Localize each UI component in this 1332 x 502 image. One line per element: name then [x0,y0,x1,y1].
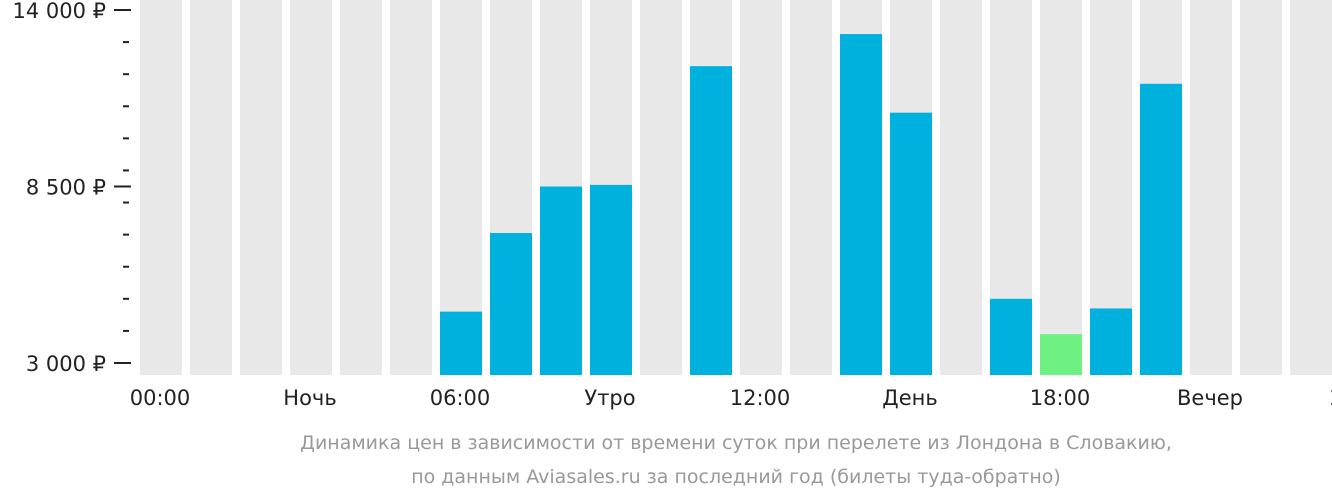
background-column-23 [1290,0,1332,375]
background-column-5 [390,0,432,375]
x-tick-label: Ночь [283,386,336,410]
price-bar-14:00[interactable] [840,34,882,376]
price-bar-18:00[interactable] [1040,334,1082,375]
y-axis: 14 000 ₽ 8 500 ₽ 3 000 ₽ [12,0,131,376]
price-bar-09:00[interactable] [590,184,632,375]
x-tick-label: Вечер [1177,386,1243,410]
background-column-21 [1190,0,1232,375]
price-bar-08:00[interactable] [540,186,582,376]
price-bar-19:00[interactable] [1090,308,1132,375]
price-bar-20:00[interactable] [1140,83,1182,376]
background-column-10 [640,0,682,375]
price-bar-11:00[interactable] [690,66,732,375]
x-tick-label: День [882,386,937,410]
y-tick-label: 3 000 ₽ [26,352,106,376]
background-column-13 [790,0,832,375]
background-column-22 [1240,0,1282,375]
price-bar-07:00[interactable] [490,233,532,375]
background-column-18 [1040,0,1082,375]
background-column-4 [340,0,382,375]
x-tick-label: 18:00 [1030,386,1091,410]
x-axis: 00:00 Ночь 06:00 Утро 12:00 День 18:00 Вечер 24:… [130,386,1332,410]
chart-caption-line-2: по данным Aviasales.ru за последний год … [411,466,1061,488]
x-tick-label: 12:00 [730,386,791,410]
background-column-1 [190,0,232,375]
price-bar-15:00[interactable] [890,112,932,375]
price-bars [440,34,1182,376]
background-column-3 [290,0,332,375]
x-tick-label: 00:00 [130,386,191,410]
price-by-time-chart: 14 000 ₽ 8 500 ₽ 3 000 ₽ 00:00 Ночь 06:00 Утр… [12,0,1332,410]
y-tick-label: 14 000 ₽ [12,0,106,23]
x-tick-label: 24:00 [1330,386,1332,410]
x-tick-label: 06:00 [430,386,491,410]
x-tick-label: Утро [584,386,635,410]
background-column-2 [240,0,282,375]
y-tick-label: 8 500 ₽ [26,176,106,200]
background-column-16 [940,0,982,375]
chart-caption-line-1: Динамика цен в зависимости от времени су… [300,432,1172,454]
price-bar-17:00[interactable] [990,298,1032,375]
price-bar-06:00[interactable] [440,311,482,375]
background-column-0 [140,0,182,375]
background-column-12 [740,0,782,375]
